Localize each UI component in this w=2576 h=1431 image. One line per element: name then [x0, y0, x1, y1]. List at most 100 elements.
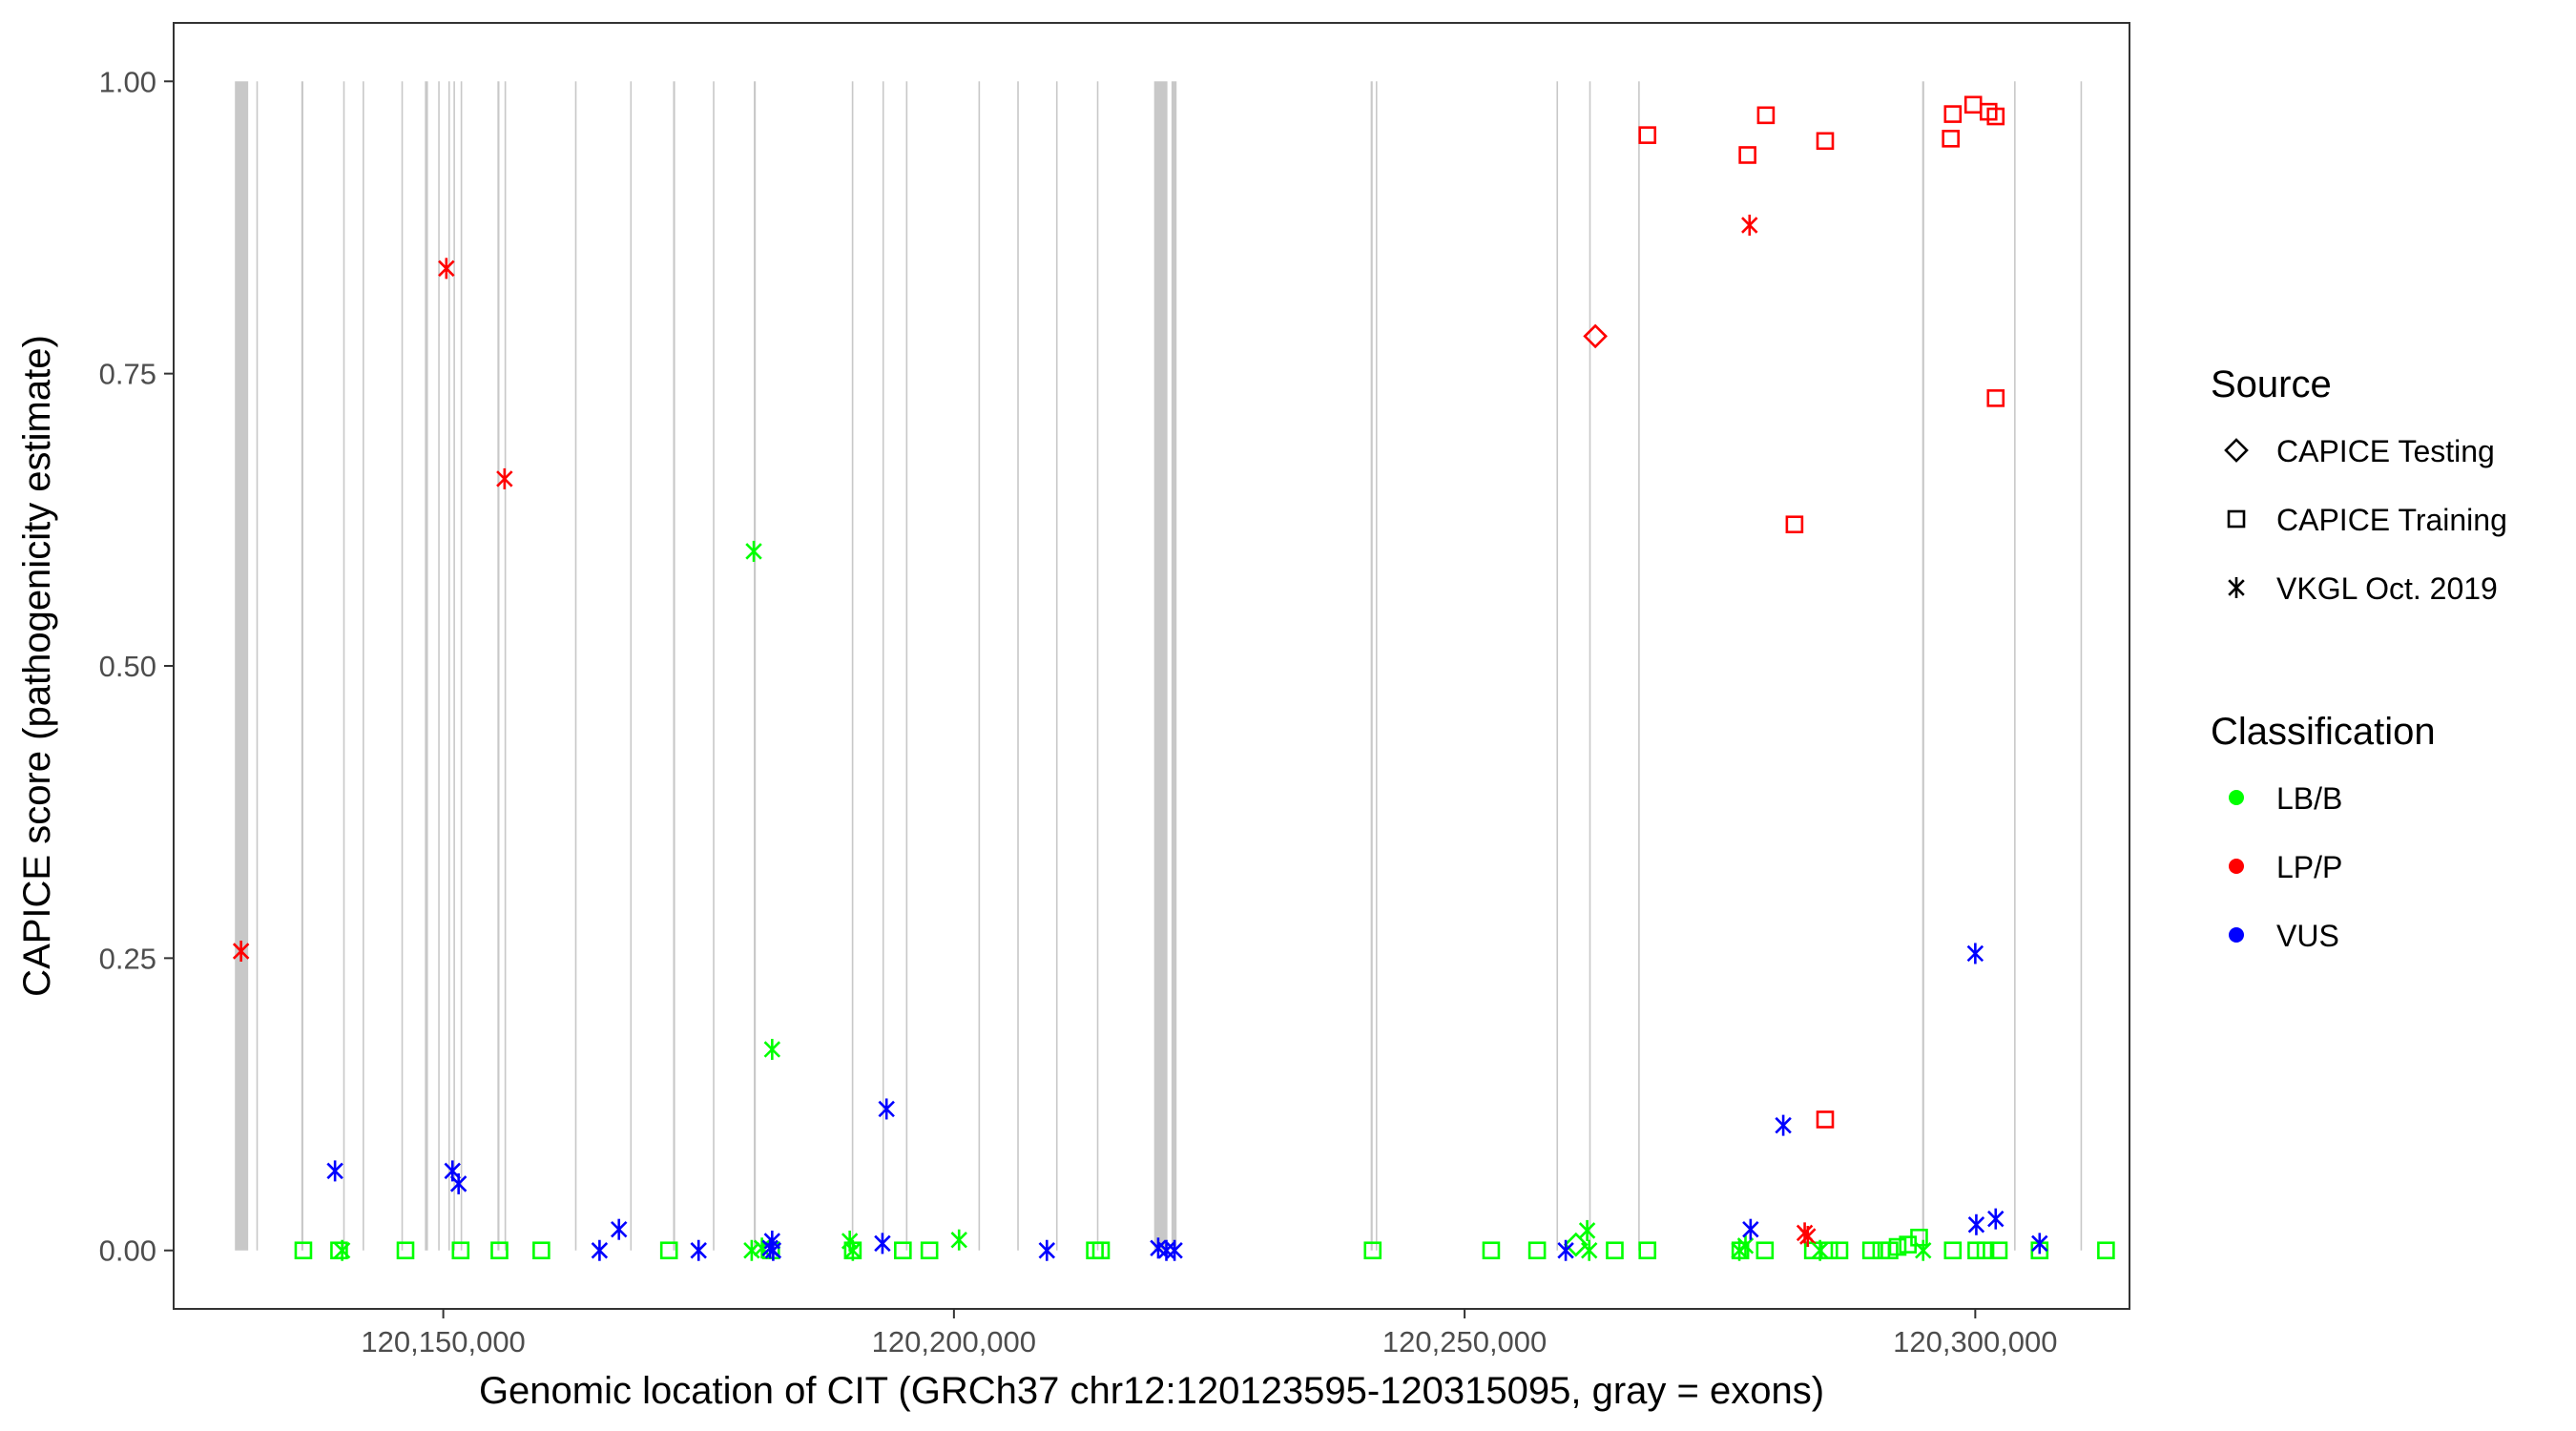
point-square-lp-p	[1943, 105, 1963, 123]
point-square-lb-b	[1830, 1241, 1849, 1260]
legend-classification-label: LB/B	[2276, 781, 2342, 816]
point-square-lb-b	[1606, 1241, 1624, 1260]
exon-band	[1375, 81, 1378, 1251]
point-asterisk-vus	[1038, 1239, 1055, 1261]
exon-band	[882, 81, 884, 1251]
point-asterisk-vus	[449, 1172, 467, 1194]
exon-band	[1638, 81, 1640, 1251]
point-square-lb-b	[1967, 1241, 1985, 1260]
exon-band	[1055, 81, 1058, 1251]
point-asterisk-lp-p	[1741, 215, 1758, 237]
x-tick-label: 120,250,000	[1382, 1325, 1547, 1358]
data-points	[232, 95, 2115, 1261]
point-asterisk-lb-b	[1811, 1239, 1829, 1261]
point-asterisk-lp-p	[496, 467, 513, 489]
legend-asterisk-icon	[2228, 577, 2245, 598]
x-axis: 120,150,000 120,200,000 120,250,000 120,300…	[361, 1309, 2058, 1358]
point-square-lp-p	[1785, 515, 1804, 534]
y-tick-label: 1.00	[99, 65, 156, 98]
exon-bands	[235, 81, 2083, 1251]
point-asterisk-lb-b	[1578, 1219, 1596, 1241]
point-square-lb-b	[451, 1241, 470, 1260]
point-asterisk-lp-p	[438, 258, 455, 280]
legend-square-icon	[2227, 509, 2246, 529]
point-square-lb-b	[1638, 1241, 1657, 1260]
point-square-lp-p	[1638, 126, 1657, 144]
point-square-lp-p	[1816, 132, 1835, 151]
exon-band	[343, 81, 345, 1251]
point-asterisk-lb-b	[950, 1229, 967, 1251]
legend-dot-icon	[2229, 859, 2244, 874]
legend-dot-icon	[2229, 790, 2244, 805]
point-asterisk-vus	[611, 1218, 628, 1240]
point-square-lb-b	[920, 1241, 939, 1260]
point-square-lp-p	[1942, 130, 1960, 148]
point-square-lp-p	[1756, 106, 1776, 125]
legend-source-label: CAPICE Training	[2276, 503, 2507, 537]
exon-band	[438, 81, 440, 1251]
point-square-lb-b	[1976, 1241, 1995, 1260]
point-asterisk-lp-p	[232, 941, 250, 963]
point-square-lb-b	[532, 1241, 551, 1260]
point-square-lb-b	[2097, 1241, 2115, 1260]
exon-band	[1589, 81, 1591, 1251]
point-asterisk-lb-b	[763, 1038, 781, 1060]
point-square-lb-b	[1363, 1241, 1382, 1260]
point-asterisk-vus	[764, 1239, 782, 1261]
exon-band	[1171, 81, 1177, 1251]
legend-classification-label: VUS	[2276, 919, 2339, 953]
point-asterisk-lb-b	[333, 1239, 351, 1261]
exon-band	[1922, 81, 1924, 1251]
exon-band	[460, 81, 463, 1251]
point-diamond-lp-p	[1583, 323, 1608, 349]
exon-band	[363, 81, 364, 1251]
point-asterisk-vus	[1967, 1213, 1985, 1235]
point-asterisk-vus	[591, 1239, 609, 1261]
exon-band	[574, 81, 577, 1251]
point-square-lp-p	[1816, 1110, 1835, 1129]
legend-classification-items: LB/B LP/P VUS	[2229, 781, 2342, 953]
point-asterisk-vus	[1557, 1239, 1574, 1261]
point-asterisk-vus	[874, 1233, 891, 1255]
exon-band	[301, 81, 303, 1251]
point-asterisk-lb-b	[844, 1239, 862, 1261]
legend-diamond-icon	[2224, 438, 2249, 463]
point-square-lp-p	[1738, 146, 1756, 164]
exon-band	[2080, 81, 2083, 1251]
exon-band	[1017, 81, 1019, 1251]
legend-classification-label: LP/P	[2276, 850, 2342, 884]
exon-band	[713, 81, 715, 1251]
point-square-lb-b	[1943, 1241, 1963, 1260]
point-square-lp-p	[1986, 107, 2005, 126]
legend-source-label: CAPICE Testing	[2276, 434, 2495, 468]
point-square-lb-b	[1091, 1241, 1111, 1260]
point-diamond-lb-b	[1563, 1232, 1589, 1257]
exon-band	[497, 81, 500, 1251]
exon-band	[2014, 81, 2016, 1251]
point-asterisk-lb-b	[745, 540, 762, 562]
point-square-lb-b	[1755, 1241, 1775, 1260]
exon-band	[447, 81, 450, 1251]
point-asterisk-vus	[1775, 1114, 1792, 1136]
point-asterisk-vus	[1966, 943, 1984, 964]
point-square-lb-b	[1482, 1241, 1501, 1260]
x-tick-label: 120,200,000	[872, 1325, 1036, 1358]
point-asterisk-vus	[878, 1098, 895, 1120]
point-square-lp-p	[1986, 389, 2005, 407]
exon-band	[851, 81, 854, 1251]
y-tick-label: 0.75	[99, 358, 156, 391]
point-asterisk-lb-b	[743, 1239, 760, 1261]
point-asterisk-vus	[1742, 1218, 1759, 1240]
x-axis-title: Genomic location of CIT (GRCh37 chr12:12…	[479, 1370, 1824, 1412]
exon-band	[504, 81, 507, 1251]
exon-band	[978, 81, 981, 1251]
exon-band	[630, 81, 633, 1251]
exon-band	[256, 81, 259, 1251]
y-axis: 0.00 0.25 0.50 0.75 1.00	[99, 65, 174, 1268]
point-square-lb-b	[1989, 1241, 2008, 1260]
exon-band	[673, 81, 675, 1251]
point-asterisk-vus	[690, 1239, 707, 1261]
